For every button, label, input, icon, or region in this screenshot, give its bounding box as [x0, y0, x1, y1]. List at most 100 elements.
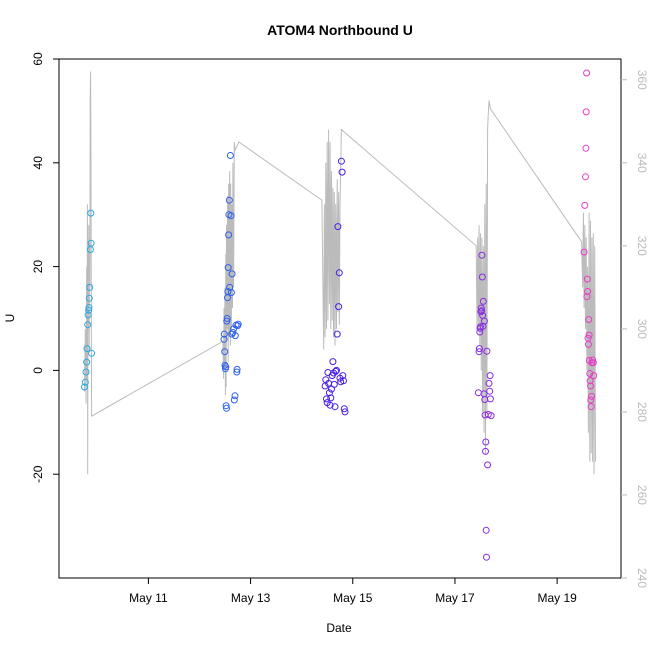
data-point	[222, 363, 230, 371]
data-point	[483, 347, 491, 355]
data-point	[323, 395, 330, 403]
data-point	[586, 370, 594, 377]
data-point	[224, 264, 232, 272]
data-point	[223, 315, 231, 322]
data-point	[478, 273, 486, 281]
y2-tick-label: 260	[635, 485, 649, 505]
data-point	[478, 251, 486, 259]
data-point	[335, 303, 343, 311]
series-line	[84, 71, 596, 475]
data-point	[329, 358, 337, 366]
data-point	[86, 283, 94, 291]
y-tick-label: 20	[31, 260, 45, 274]
data-point	[339, 372, 347, 380]
data-point	[337, 157, 345, 165]
data-point	[580, 248, 588, 256]
data-point	[333, 330, 341, 338]
data-point	[582, 144, 590, 152]
data-point	[230, 396, 238, 404]
data-point	[85, 304, 93, 312]
data-point	[221, 348, 229, 356]
y-axis-left: -20 0 20 40 60	[31, 52, 59, 483]
data-point	[588, 392, 596, 400]
data-point	[223, 404, 230, 412]
data-point	[327, 394, 335, 402]
data-point	[477, 304, 485, 312]
data-point	[478, 307, 486, 315]
data-point	[83, 358, 91, 366]
data-point	[81, 383, 88, 391]
data-point	[220, 335, 228, 343]
plot-frame	[58, 58, 622, 579]
data-point	[330, 380, 338, 388]
data-point	[585, 316, 593, 323]
x-axis: May 11 May 13 May 15 May 17 May 19	[129, 578, 577, 605]
data-point	[227, 289, 235, 296]
data-point	[475, 345, 483, 353]
data-point	[225, 231, 233, 239]
data-point	[84, 311, 92, 319]
y2-tick-label: 360	[635, 70, 649, 90]
y2-tick-label: 280	[635, 402, 649, 422]
data-point	[479, 297, 487, 305]
data-point	[475, 348, 483, 356]
data-point	[227, 212, 235, 220]
data-point	[584, 340, 592, 348]
y2-tick-label: 240	[635, 568, 649, 588]
data-point	[331, 403, 339, 411]
data-point	[340, 405, 348, 413]
data-point	[477, 308, 485, 316]
data-point	[583, 293, 591, 301]
x-tick-label: May 13	[231, 591, 271, 605]
data-point	[477, 323, 484, 331]
data-point	[334, 223, 342, 231]
y2-tick-label: 300	[635, 319, 649, 339]
data-point	[325, 389, 333, 397]
data-point	[222, 402, 230, 410]
data-point	[479, 322, 487, 330]
data-point	[340, 377, 347, 385]
y-tick-label: 0	[31, 367, 45, 374]
data-point	[589, 359, 597, 367]
y-tick-label: -20	[31, 465, 45, 483]
data-point	[228, 270, 236, 278]
data-point	[81, 378, 89, 386]
data-point	[587, 396, 595, 404]
data-point	[486, 372, 494, 380]
y-tick-label: 40	[31, 156, 45, 170]
data-point	[85, 306, 93, 314]
data-point	[233, 365, 241, 373]
y-axis-label: U	[3, 314, 17, 323]
x-tick-label: May 17	[435, 591, 475, 605]
data-point	[486, 395, 494, 403]
x-axis-label: Date	[326, 621, 352, 635]
data-point	[223, 317, 231, 325]
data-point	[585, 331, 593, 339]
data-point	[485, 379, 493, 387]
data-point	[480, 317, 488, 325]
data-point	[84, 321, 92, 329]
data-point	[225, 196, 233, 204]
data-point	[87, 209, 95, 217]
data-point	[231, 332, 239, 340]
data-point	[484, 461, 492, 469]
data-point	[85, 294, 93, 302]
data-point	[333, 366, 340, 374]
data-point	[583, 275, 591, 283]
data-point	[583, 69, 591, 77]
data-point	[332, 367, 340, 375]
x-tick-label: May 11	[129, 591, 168, 605]
data-point	[582, 173, 589, 181]
data-point	[482, 438, 490, 446]
x-tick-label: May 19	[537, 591, 577, 605]
data-point	[326, 401, 334, 409]
data-point	[582, 108, 590, 116]
y-tick-label: 60	[31, 52, 45, 66]
data-point	[584, 288, 592, 295]
data-point	[338, 168, 346, 176]
data-point	[590, 372, 598, 380]
y2-tick-label: 340	[635, 153, 649, 173]
x-tick-label: May 15	[333, 591, 373, 605]
data-point	[587, 403, 595, 411]
data-point	[587, 382, 594, 390]
